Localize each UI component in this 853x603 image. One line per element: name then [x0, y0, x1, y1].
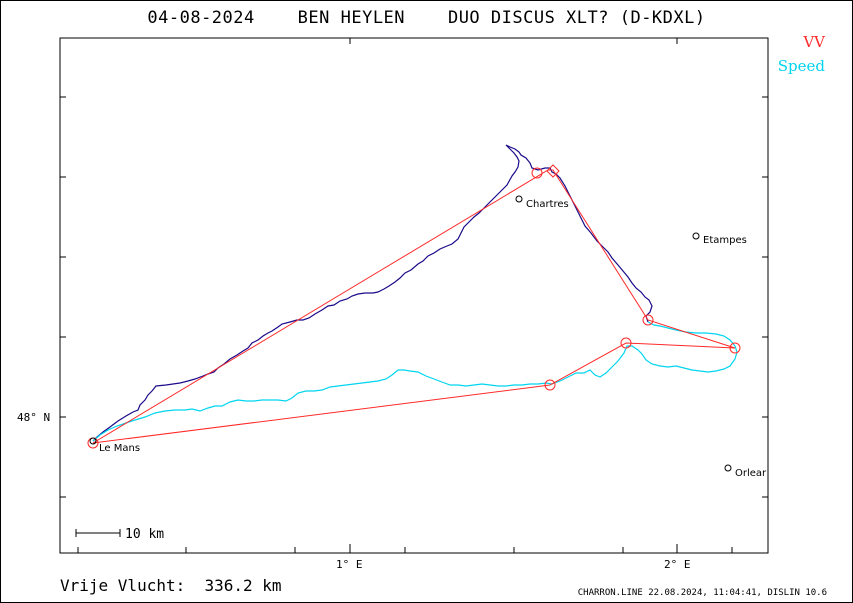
town-label-orleans: Orlear [735, 468, 767, 479]
y-ticks-left [60, 96, 66, 498]
x-ticks-top [349, 38, 678, 44]
legend-vv: VV [803, 33, 825, 51]
turnpoint-marker-1 [531, 167, 543, 179]
render-credit: CHARRON.LINE 22.08.2024, 11:04:41, DISLI… [577, 588, 827, 598]
town-chartres: Chartres [515, 195, 569, 210]
turnpoint-marker-2 [642, 314, 654, 326]
turnpoint-markers [87, 164, 741, 449]
town-orleans: Orlear [724, 464, 767, 479]
x-ticks-bottom [77, 544, 733, 553]
town-marker-etampes [692, 232, 700, 240]
flight-title: 04-08-2024 BEN HEYLEN DUO DISCUS XLT? (D… [147, 8, 706, 28]
scale-bar: 10 km [75, 527, 164, 542]
town-label-chartres: Chartres [526, 199, 569, 210]
turnpoint-marker-diamond [546, 164, 560, 178]
y-tick-label-48n: 48° N [17, 411, 50, 424]
flight-track [92, 144, 653, 442]
town-label-le-mans: Le Mans [99, 443, 140, 454]
plot-border [59, 37, 769, 554]
speed-track [92, 321, 738, 442]
y-ticks-right [762, 96, 768, 498]
x-tick-label-1e: 1° E [336, 558, 363, 571]
town-marker-orleans [724, 464, 732, 472]
turnpoint-marker-5 [544, 379, 556, 391]
vv-task-line [92, 169, 736, 444]
town-marker-chartres [515, 195, 523, 203]
x-tick-label-2e: 2° E [664, 558, 691, 571]
town-label-etampes: Etampes [703, 235, 747, 246]
town-marker-le-mans [89, 437, 97, 445]
town-le-mans: Le Mans [89, 437, 140, 454]
legend-speed: Speed [777, 57, 825, 75]
free-flight-distance: Vrije Vlucht: 336.2 km [60, 576, 282, 595]
turnpoint-marker-3 [729, 342, 741, 354]
town-etampes: Etampes [692, 232, 747, 246]
turnpoint-marker-4 [620, 337, 632, 349]
scale-label: 10 km [125, 527, 164, 542]
